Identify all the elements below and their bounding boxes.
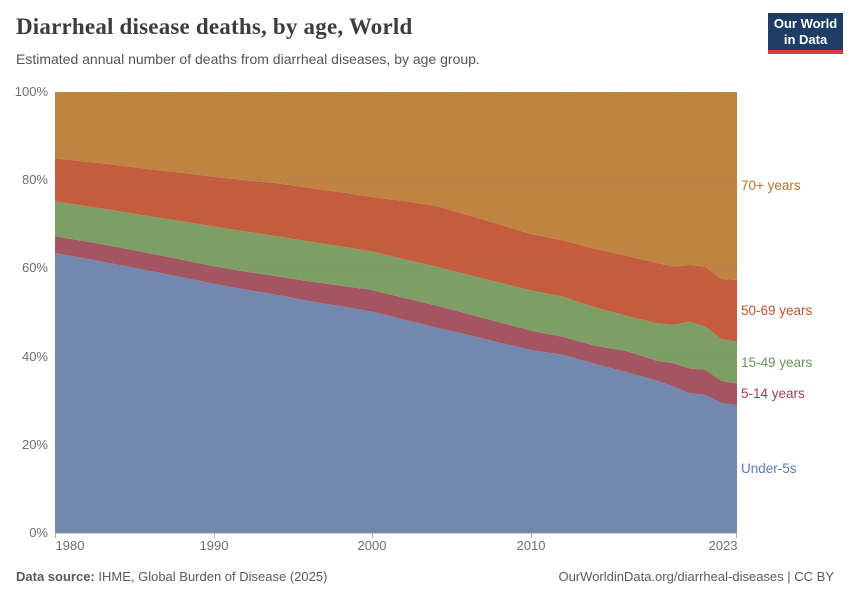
x-tick-mark-2010 [531, 533, 532, 538]
y-axis-tick-0: 0% [29, 525, 48, 540]
owid-logo[interactable]: Our World in Data [768, 13, 843, 54]
legend-label-5-14-years[interactable]: 5-14 years [741, 386, 805, 402]
x-axis-line [55, 533, 737, 534]
x-tick-mark-1990 [214, 533, 215, 538]
area-15-49-years[interactable] [55, 201, 737, 384]
x-axis-tick-2000: 2000 [357, 538, 387, 553]
y-axis-tick-40: 40% [21, 349, 48, 364]
y-axis-tick-20: 20% [21, 437, 48, 452]
legend-label-under-5s[interactable]: Under-5s [741, 461, 797, 477]
legend-label-15-49-years[interactable]: 15-49 years [741, 354, 813, 370]
legend-label-70plus-years[interactable]: 70+ years [741, 177, 801, 193]
x-tick-mark-1980 [55, 533, 56, 538]
data-source: Data source: IHME, Global Burden of Dise… [16, 569, 327, 584]
y-axis-tick-100: 100% [14, 84, 48, 99]
area-5-14-years[interactable] [55, 236, 737, 406]
x-axis-tick-1980: 1980 [55, 538, 85, 553]
x-tick-mark-2000 [372, 533, 373, 538]
x-axis-tick-1990: 1990 [199, 538, 229, 553]
x-tick-mark-2023 [736, 533, 737, 538]
legend-label-50-69-years[interactable]: 50-69 years [741, 302, 813, 318]
area-50-69-years[interactable] [55, 158, 737, 342]
stacked-area-chart[interactable] [55, 92, 737, 533]
area-under-5s[interactable] [55, 253, 737, 533]
x-axis-tick-2010: 2010 [516, 538, 546, 553]
data-source-label: Data source: [16, 569, 95, 584]
y-axis-tick-60: 60% [21, 260, 48, 275]
page-title: Diarrheal disease deaths, by age, World [16, 14, 413, 39]
owid-logo-line1: Our World [773, 16, 838, 31]
credit-license: | CC BY [783, 569, 834, 584]
area-70-years[interactable] [55, 92, 737, 280]
x-axis-tick-2023: 2023 [708, 538, 738, 553]
credit-link[interactable]: OurWorldinData.org/diarrheal-diseases [558, 569, 784, 584]
page-subtitle: Estimated annual number of deaths from d… [16, 51, 480, 67]
owid-logo-line2: in Data [783, 32, 828, 47]
credit-line: OurWorldinData.org/diarrheal-diseases | … [558, 569, 834, 584]
y-axis-tick-80: 80% [21, 172, 48, 187]
data-source-value: IHME, Global Burden of Disease (2025) [94, 569, 328, 584]
plot-area [55, 92, 737, 533]
